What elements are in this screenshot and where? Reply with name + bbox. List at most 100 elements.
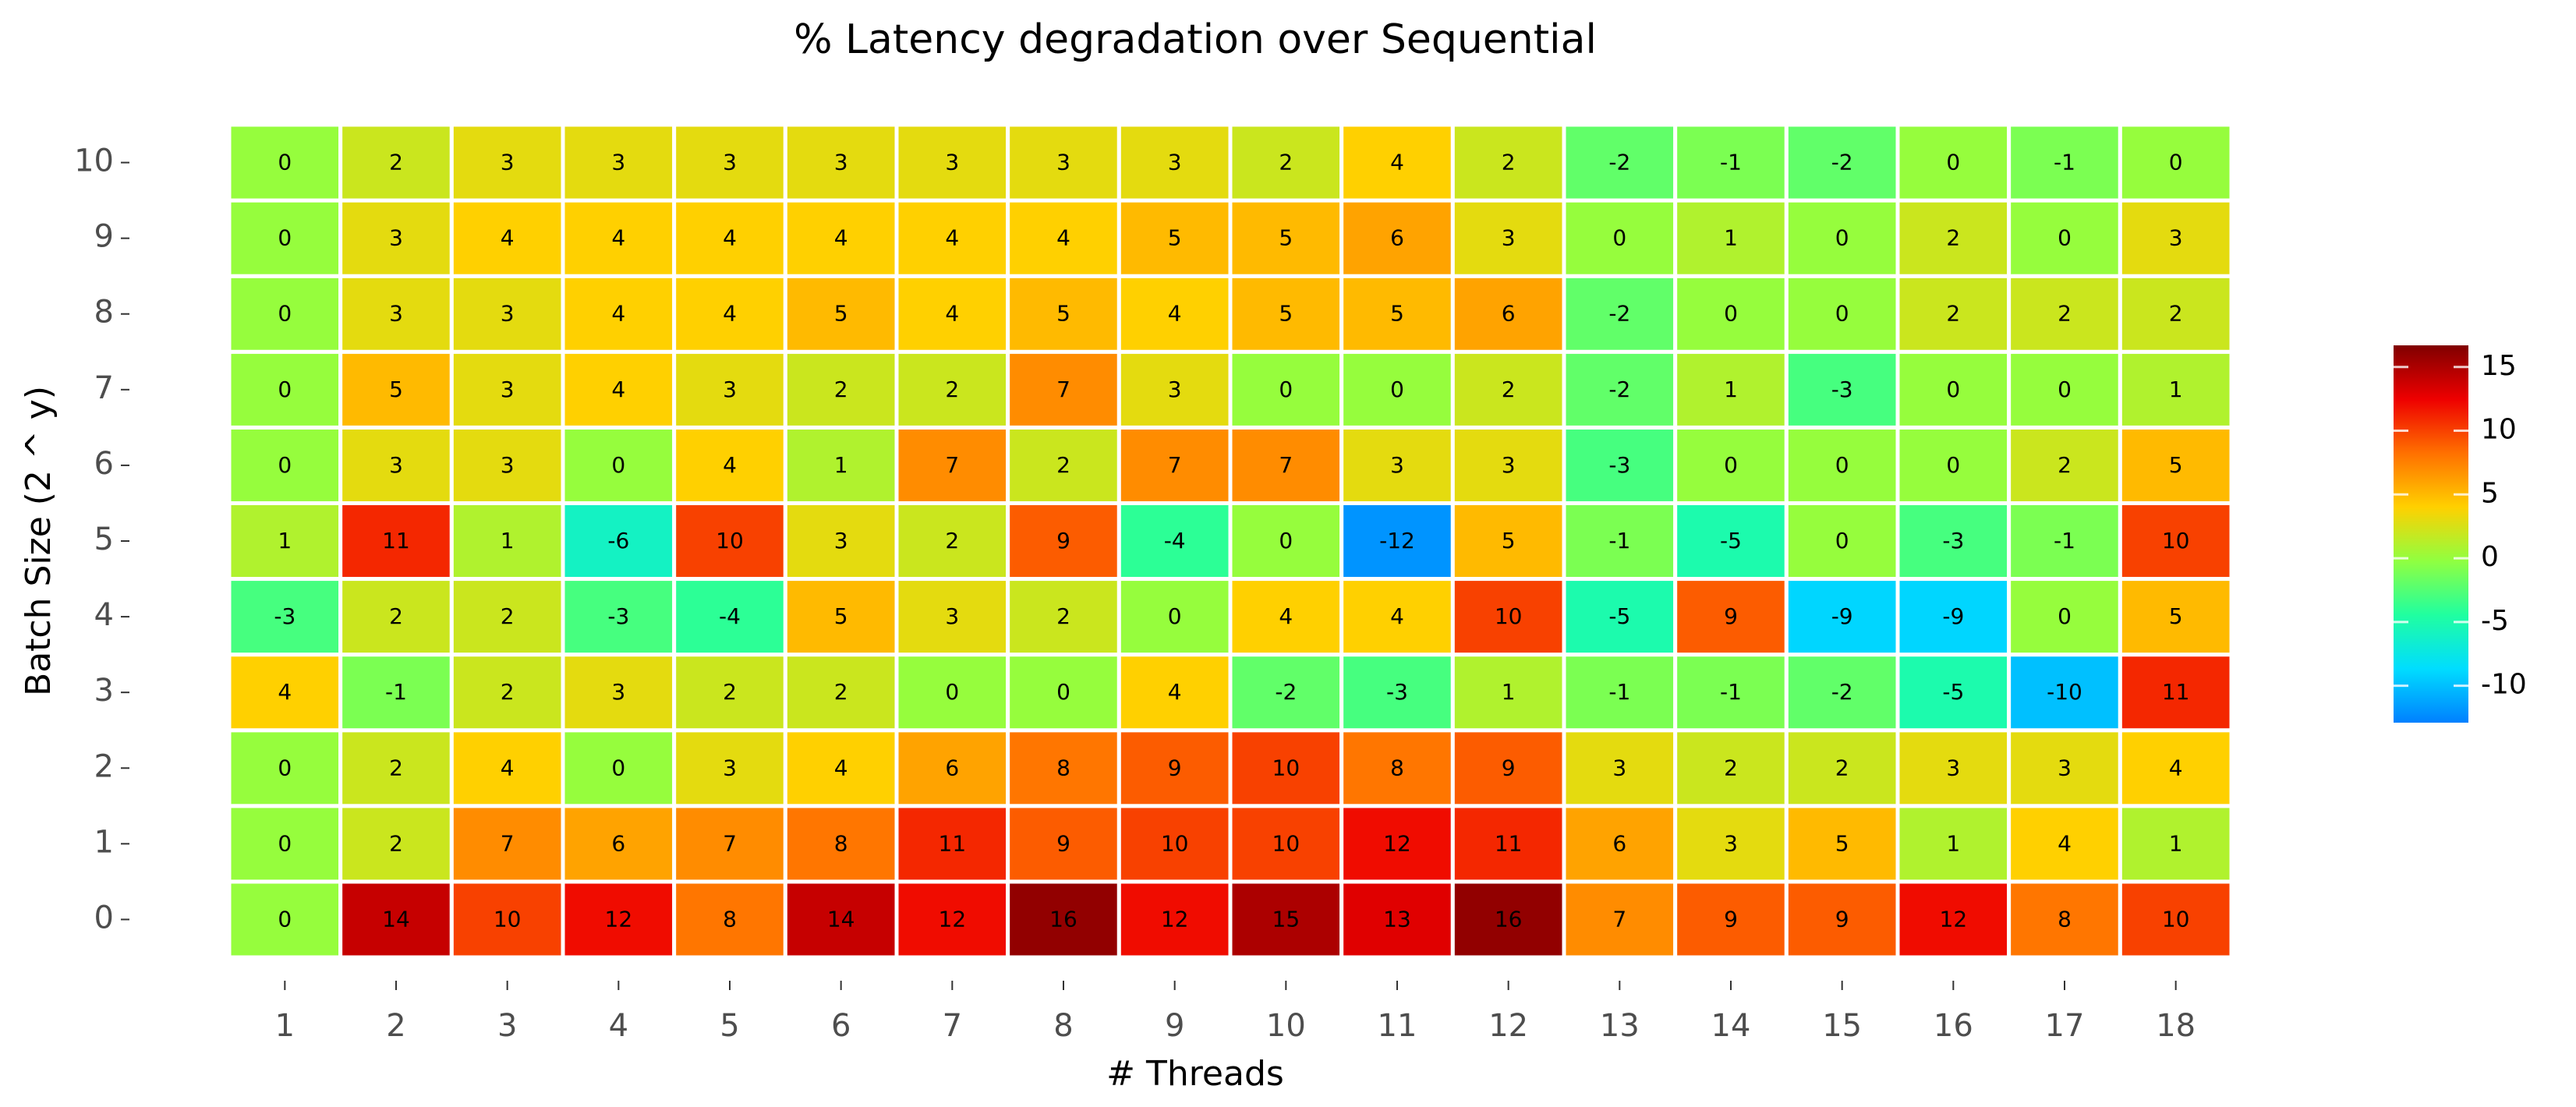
cell-label: 4 xyxy=(834,755,848,780)
cell-label: 14 xyxy=(827,906,855,932)
cell-label: -2 xyxy=(1275,679,1297,705)
cell-label: 3 xyxy=(611,679,625,705)
heatmap-cell xyxy=(1562,122,1678,203)
cell-label: 0 xyxy=(278,301,292,327)
heatmap-cell xyxy=(2118,879,2234,960)
cell-label: 2 xyxy=(2058,452,2072,478)
y-tick-label: 1 xyxy=(94,824,114,860)
cell-label: 0 xyxy=(278,452,292,478)
heatmap-cell xyxy=(894,577,1010,657)
cell-label: 3 xyxy=(723,377,737,402)
y-tick-label: 9 xyxy=(94,219,114,255)
cell-label: 3 xyxy=(1502,452,1516,478)
heatmap-cell xyxy=(783,425,899,505)
cell-label: 0 xyxy=(1279,528,1293,554)
cell-label: 2 xyxy=(945,528,959,554)
cell-label: 3 xyxy=(1168,377,1182,402)
cell-label: -5 xyxy=(1942,679,1964,705)
cell-label: 3 xyxy=(945,150,959,175)
heatmap-cell xyxy=(672,879,787,960)
cell-label: 4 xyxy=(945,301,959,327)
cell-label: -2 xyxy=(1831,150,1853,175)
cell-label: 3 xyxy=(945,603,959,629)
heatmap-cell xyxy=(1116,653,1233,733)
heatmap-cell xyxy=(1673,198,1789,278)
cell-label: 9 xyxy=(1724,906,1738,932)
cell-label: 7 xyxy=(723,830,737,856)
y-tick-label: 6 xyxy=(94,446,114,482)
cell-label: 1 xyxy=(501,528,515,554)
heatmap-cell xyxy=(1895,349,2012,430)
cell-label: 6 xyxy=(611,830,625,856)
cell-label: 9 xyxy=(1502,755,1516,780)
cell-label: 5 xyxy=(2169,452,2183,478)
cell-label: 3 xyxy=(501,301,515,327)
cell-label: 12 xyxy=(605,906,633,932)
heatmap-cell xyxy=(449,198,565,278)
x-tick-label: 12 xyxy=(1488,1008,1528,1044)
heatmap-cell xyxy=(338,804,454,884)
x-tick-label: 8 xyxy=(1053,1008,1073,1044)
cell-label: 4 xyxy=(1168,679,1182,705)
cell-label: 2 xyxy=(1502,377,1516,402)
cell-label: -4 xyxy=(1164,528,1186,554)
heatmap-cell xyxy=(2007,577,2122,657)
heatmap-cell xyxy=(561,804,677,884)
cell-label: 3 xyxy=(723,755,737,780)
cell-label: -10 xyxy=(2047,679,2082,705)
x-axis-title: # Threads xyxy=(1106,1054,1284,1094)
heatmap-cell xyxy=(2118,500,2234,582)
heatmap-cell xyxy=(1673,728,1789,808)
cell-label: 5 xyxy=(834,603,848,629)
cell-label: 1 xyxy=(2169,830,2183,856)
cell-label: 5 xyxy=(1502,528,1516,554)
colorbar xyxy=(2394,345,2468,723)
cell-label: -12 xyxy=(1379,528,1415,554)
cell-label: -1 xyxy=(1720,679,1742,705)
cell-label: 10 xyxy=(1272,830,1300,856)
cell-label: 0 xyxy=(2169,150,2183,175)
cell-label: 0 xyxy=(278,150,292,175)
cell-label: 2 xyxy=(723,679,737,705)
heatmap-cell xyxy=(783,349,899,430)
heatmap-cell xyxy=(2118,425,2234,505)
heatmap-cell xyxy=(561,728,677,808)
x-tick-label: 14 xyxy=(1711,1008,1751,1044)
cell-label: 6 xyxy=(945,755,959,780)
cell-label: 2 xyxy=(2169,301,2183,327)
heatmap-cell xyxy=(1116,425,1233,505)
cell-label: 1 xyxy=(1724,225,1738,251)
heatmap-cell xyxy=(561,577,677,657)
cell-label: 7 xyxy=(1056,377,1070,402)
cell-label: 4 xyxy=(501,755,515,780)
cell-label: 2 xyxy=(389,830,403,856)
cell-label: 1 xyxy=(834,452,848,478)
chart-title: % Latency degradation over Sequential xyxy=(794,16,1597,63)
cell-label: 2 xyxy=(1724,755,1738,780)
heatmap-cell xyxy=(2007,122,2122,203)
cell-label: -1 xyxy=(2054,150,2075,175)
heatmap-cell xyxy=(1339,879,1455,960)
cell-label: 13 xyxy=(1383,906,1411,932)
cell-label: 4 xyxy=(945,225,959,251)
cell-label: 3 xyxy=(389,225,403,251)
heatmap-cell xyxy=(1228,122,1344,203)
cell-label: 0 xyxy=(2058,225,2072,251)
cell-label: 4 xyxy=(611,301,625,327)
heatmap-cell xyxy=(1895,425,2012,505)
cell-label: 2 xyxy=(1056,603,1070,629)
cell-label: 4 xyxy=(723,301,737,327)
cell-label: 16 xyxy=(1495,906,1523,932)
cell-label: 5 xyxy=(834,301,848,327)
cell-label: 4 xyxy=(2058,830,2072,856)
cell-label: 2 xyxy=(1835,755,1849,780)
cell-label: 2 xyxy=(501,603,515,629)
cell-label: 0 xyxy=(278,830,292,856)
cell-label: 10 xyxy=(494,906,522,932)
cell-label: 7 xyxy=(1168,452,1182,478)
cell-label: 4 xyxy=(611,225,625,251)
cell-label: 10 xyxy=(1272,755,1300,780)
cell-label: -3 xyxy=(607,603,629,629)
cell-label: -1 xyxy=(2054,528,2075,554)
cell-label: -3 xyxy=(1608,452,1630,478)
